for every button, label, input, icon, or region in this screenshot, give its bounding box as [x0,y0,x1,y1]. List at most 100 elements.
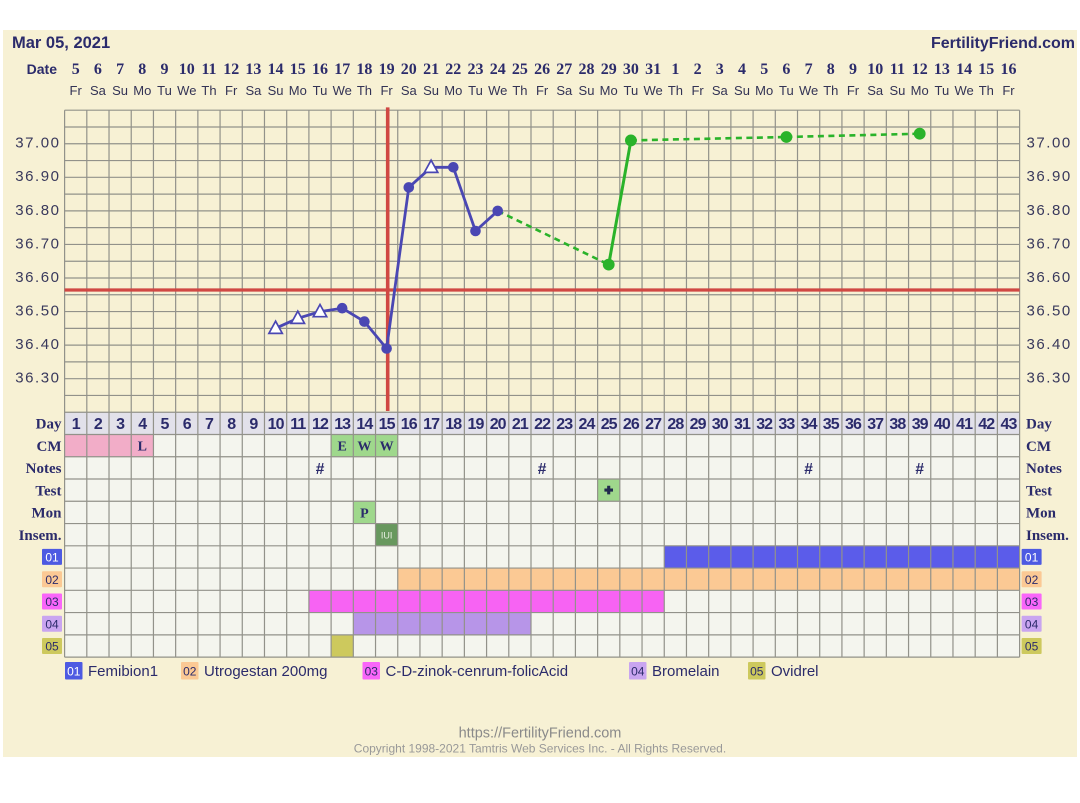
svg-text:02: 02 [1025,573,1039,587]
svg-text:05: 05 [45,640,59,654]
svg-text:12: 12 [312,416,329,433]
svg-text:4: 4 [138,416,147,433]
svg-text:27: 27 [645,416,662,433]
svg-text:30: 30 [623,61,639,78]
svg-text:2: 2 [94,416,103,433]
svg-text:36.60: 36.60 [1027,269,1072,286]
svg-text:We: We [333,83,352,98]
svg-text:11: 11 [890,61,905,78]
svg-text:14: 14 [956,61,972,78]
svg-text:25: 25 [601,416,618,433]
svg-text:Bromelain: Bromelain [652,663,720,680]
svg-text:36.30: 36.30 [1027,370,1072,387]
svg-text:We: We [488,83,507,98]
svg-text:36.40: 36.40 [15,336,60,353]
svg-text:W: W [380,440,394,455]
svg-text:43: 43 [1001,416,1018,433]
svg-text:Th: Th [201,83,216,98]
svg-text:3: 3 [116,416,125,433]
svg-text:Ovidrel: Ovidrel [771,663,819,680]
svg-text:4: 4 [738,61,746,78]
svg-text:Su: Su [734,83,750,98]
svg-text:Test: Test [1026,483,1052,499]
svg-text:23: 23 [556,416,573,433]
svg-text:26: 26 [623,416,640,433]
svg-text:30: 30 [712,416,729,433]
svg-text:01: 01 [1025,551,1039,565]
svg-text:Insem.: Insem. [1026,528,1069,544]
svg-text:31: 31 [734,416,751,433]
svg-text:Mon: Mon [32,506,63,522]
svg-text:03: 03 [365,664,379,678]
svg-text:Th: Th [357,83,372,98]
svg-text:We: We [954,83,973,98]
svg-text:10: 10 [179,61,195,78]
svg-text:Notes: Notes [26,461,62,477]
svg-text:Test: Test [35,483,61,499]
svg-text:5: 5 [72,61,80,78]
svg-text:28: 28 [667,416,684,433]
svg-text:Mo: Mo [755,83,773,98]
svg-text:16: 16 [312,61,328,78]
svg-text:21: 21 [423,61,439,78]
svg-text:36.40: 36.40 [1027,336,1072,353]
svg-text:Fr: Fr [536,83,549,98]
svg-text:29: 29 [690,416,707,433]
svg-text:16: 16 [1001,61,1017,78]
svg-text:01: 01 [45,551,59,565]
svg-text:28: 28 [579,61,595,78]
svg-text:13: 13 [934,61,950,78]
svg-text:41: 41 [956,416,973,433]
svg-text:05: 05 [1025,640,1039,654]
svg-text:Th: Th [979,83,994,98]
svg-text:8: 8 [827,61,835,78]
svg-text:We: We [643,83,662,98]
svg-text:Sa: Sa [712,83,729,98]
svg-text:1: 1 [72,416,81,433]
svg-text:04: 04 [631,664,645,678]
svg-text:27: 27 [556,61,572,78]
svg-text:Fr: Fr [380,83,393,98]
svg-text:#: # [804,461,813,478]
svg-text:Th: Th [512,83,527,98]
svg-text:Sa: Sa [556,83,573,98]
svg-text:05: 05 [750,664,764,678]
svg-text:32: 32 [756,416,773,433]
svg-text:P: P [360,507,369,522]
svg-text:Copyright 1998-2021 Tamtris We: Copyright 1998-2021 Tamtris Web Services… [354,742,726,756]
svg-text:16: 16 [401,416,418,433]
svg-text:03: 03 [1025,595,1039,609]
svg-text:Tu: Tu [157,83,172,98]
svg-text:35: 35 [823,416,840,433]
svg-text:12: 12 [912,61,928,78]
svg-text:17: 17 [423,416,440,433]
svg-text:15: 15 [978,61,994,78]
svg-text:Sa: Sa [90,83,107,98]
svg-text:37: 37 [867,416,884,433]
svg-text:Fr: Fr [691,83,704,98]
svg-text:Mon: Mon [1026,506,1057,522]
svg-text:9: 9 [249,416,258,433]
svg-text:36.60: 36.60 [15,269,60,286]
svg-text:Tu: Tu [779,83,794,98]
svg-text:14: 14 [356,416,373,433]
svg-text:36.90: 36.90 [15,168,60,185]
svg-text:19: 19 [468,416,485,433]
svg-text:40: 40 [934,416,951,433]
svg-text:29: 29 [601,61,617,78]
svg-text:36: 36 [845,416,862,433]
svg-text:01: 01 [67,664,81,678]
svg-text:Su: Su [112,83,128,98]
svg-text:Tu: Tu [624,83,639,98]
svg-text:3: 3 [716,61,724,78]
svg-text:33: 33 [778,416,795,433]
svg-text:Day: Day [36,417,62,433]
svg-text:36.30: 36.30 [15,370,60,387]
svg-text:Mo: Mo [289,83,307,98]
svg-text:https://FertilityFriend.com: https://FertilityFriend.com [459,726,622,742]
svg-text:15: 15 [379,416,396,433]
svg-text:10: 10 [268,416,285,433]
svg-text:Mo: Mo [444,83,462,98]
svg-text:Utrogestan 200mg: Utrogestan 200mg [204,663,327,680]
svg-text:9: 9 [161,61,169,78]
